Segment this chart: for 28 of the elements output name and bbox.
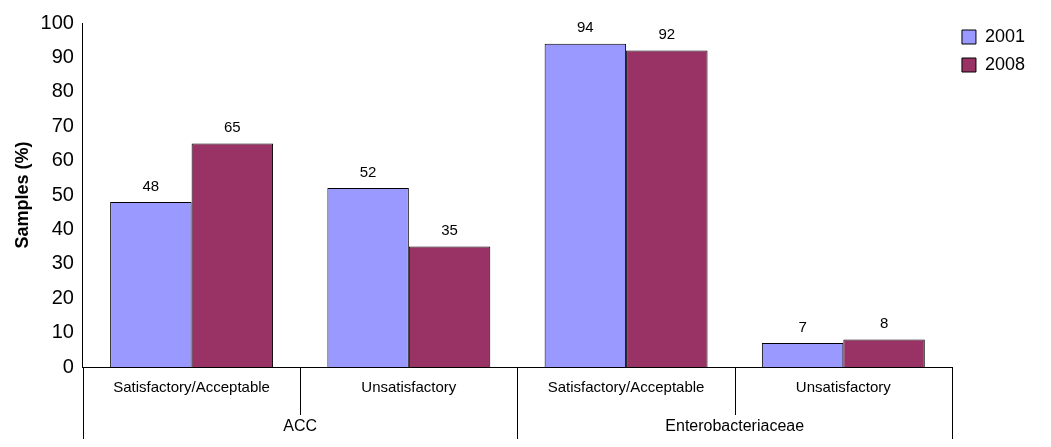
data-label: 52: [359, 162, 377, 180]
data-label: 92: [658, 25, 676, 43]
data-label: 35: [441, 221, 458, 239]
legend-label: 2001: [984, 25, 1025, 46]
y-axis-title: Samples (%): [11, 141, 32, 249]
y-tick-label: 60: [51, 148, 74, 171]
legend-label: 2008: [984, 53, 1025, 74]
data-label: 8: [879, 314, 889, 332]
y-tick-label: 90: [51, 44, 74, 67]
x-tick-label: Unsatisfactory: [361, 378, 457, 396]
x-tick-label: Satisfactory/Acceptable: [547, 378, 705, 396]
y-tick-label: 40: [51, 216, 74, 239]
text: ACC: [283, 417, 318, 435]
x-tick-label: Satisfactory/Acceptable: [113, 378, 270, 396]
data-label: 48: [142, 176, 160, 194]
y-tick-label: 70: [51, 113, 74, 136]
y-tick-label: 20: [51, 285, 74, 308]
data-label: 94: [577, 18, 594, 36]
data-label: 7: [798, 317, 807, 335]
y-tick-label: 50: [51, 182, 74, 205]
y-tick-label: 30: [51, 251, 74, 274]
x-tick-label: Unsatisfactory: [795, 378, 892, 396]
y-tick-label: 10: [51, 320, 74, 343]
y-tick-label: 100: [40, 10, 74, 33]
text: Enterobacteriaceae: [665, 417, 805, 435]
y-tick-label: 0: [62, 354, 74, 377]
data-label: 65: [223, 118, 241, 136]
y-tick-label: 80: [51, 79, 74, 102]
